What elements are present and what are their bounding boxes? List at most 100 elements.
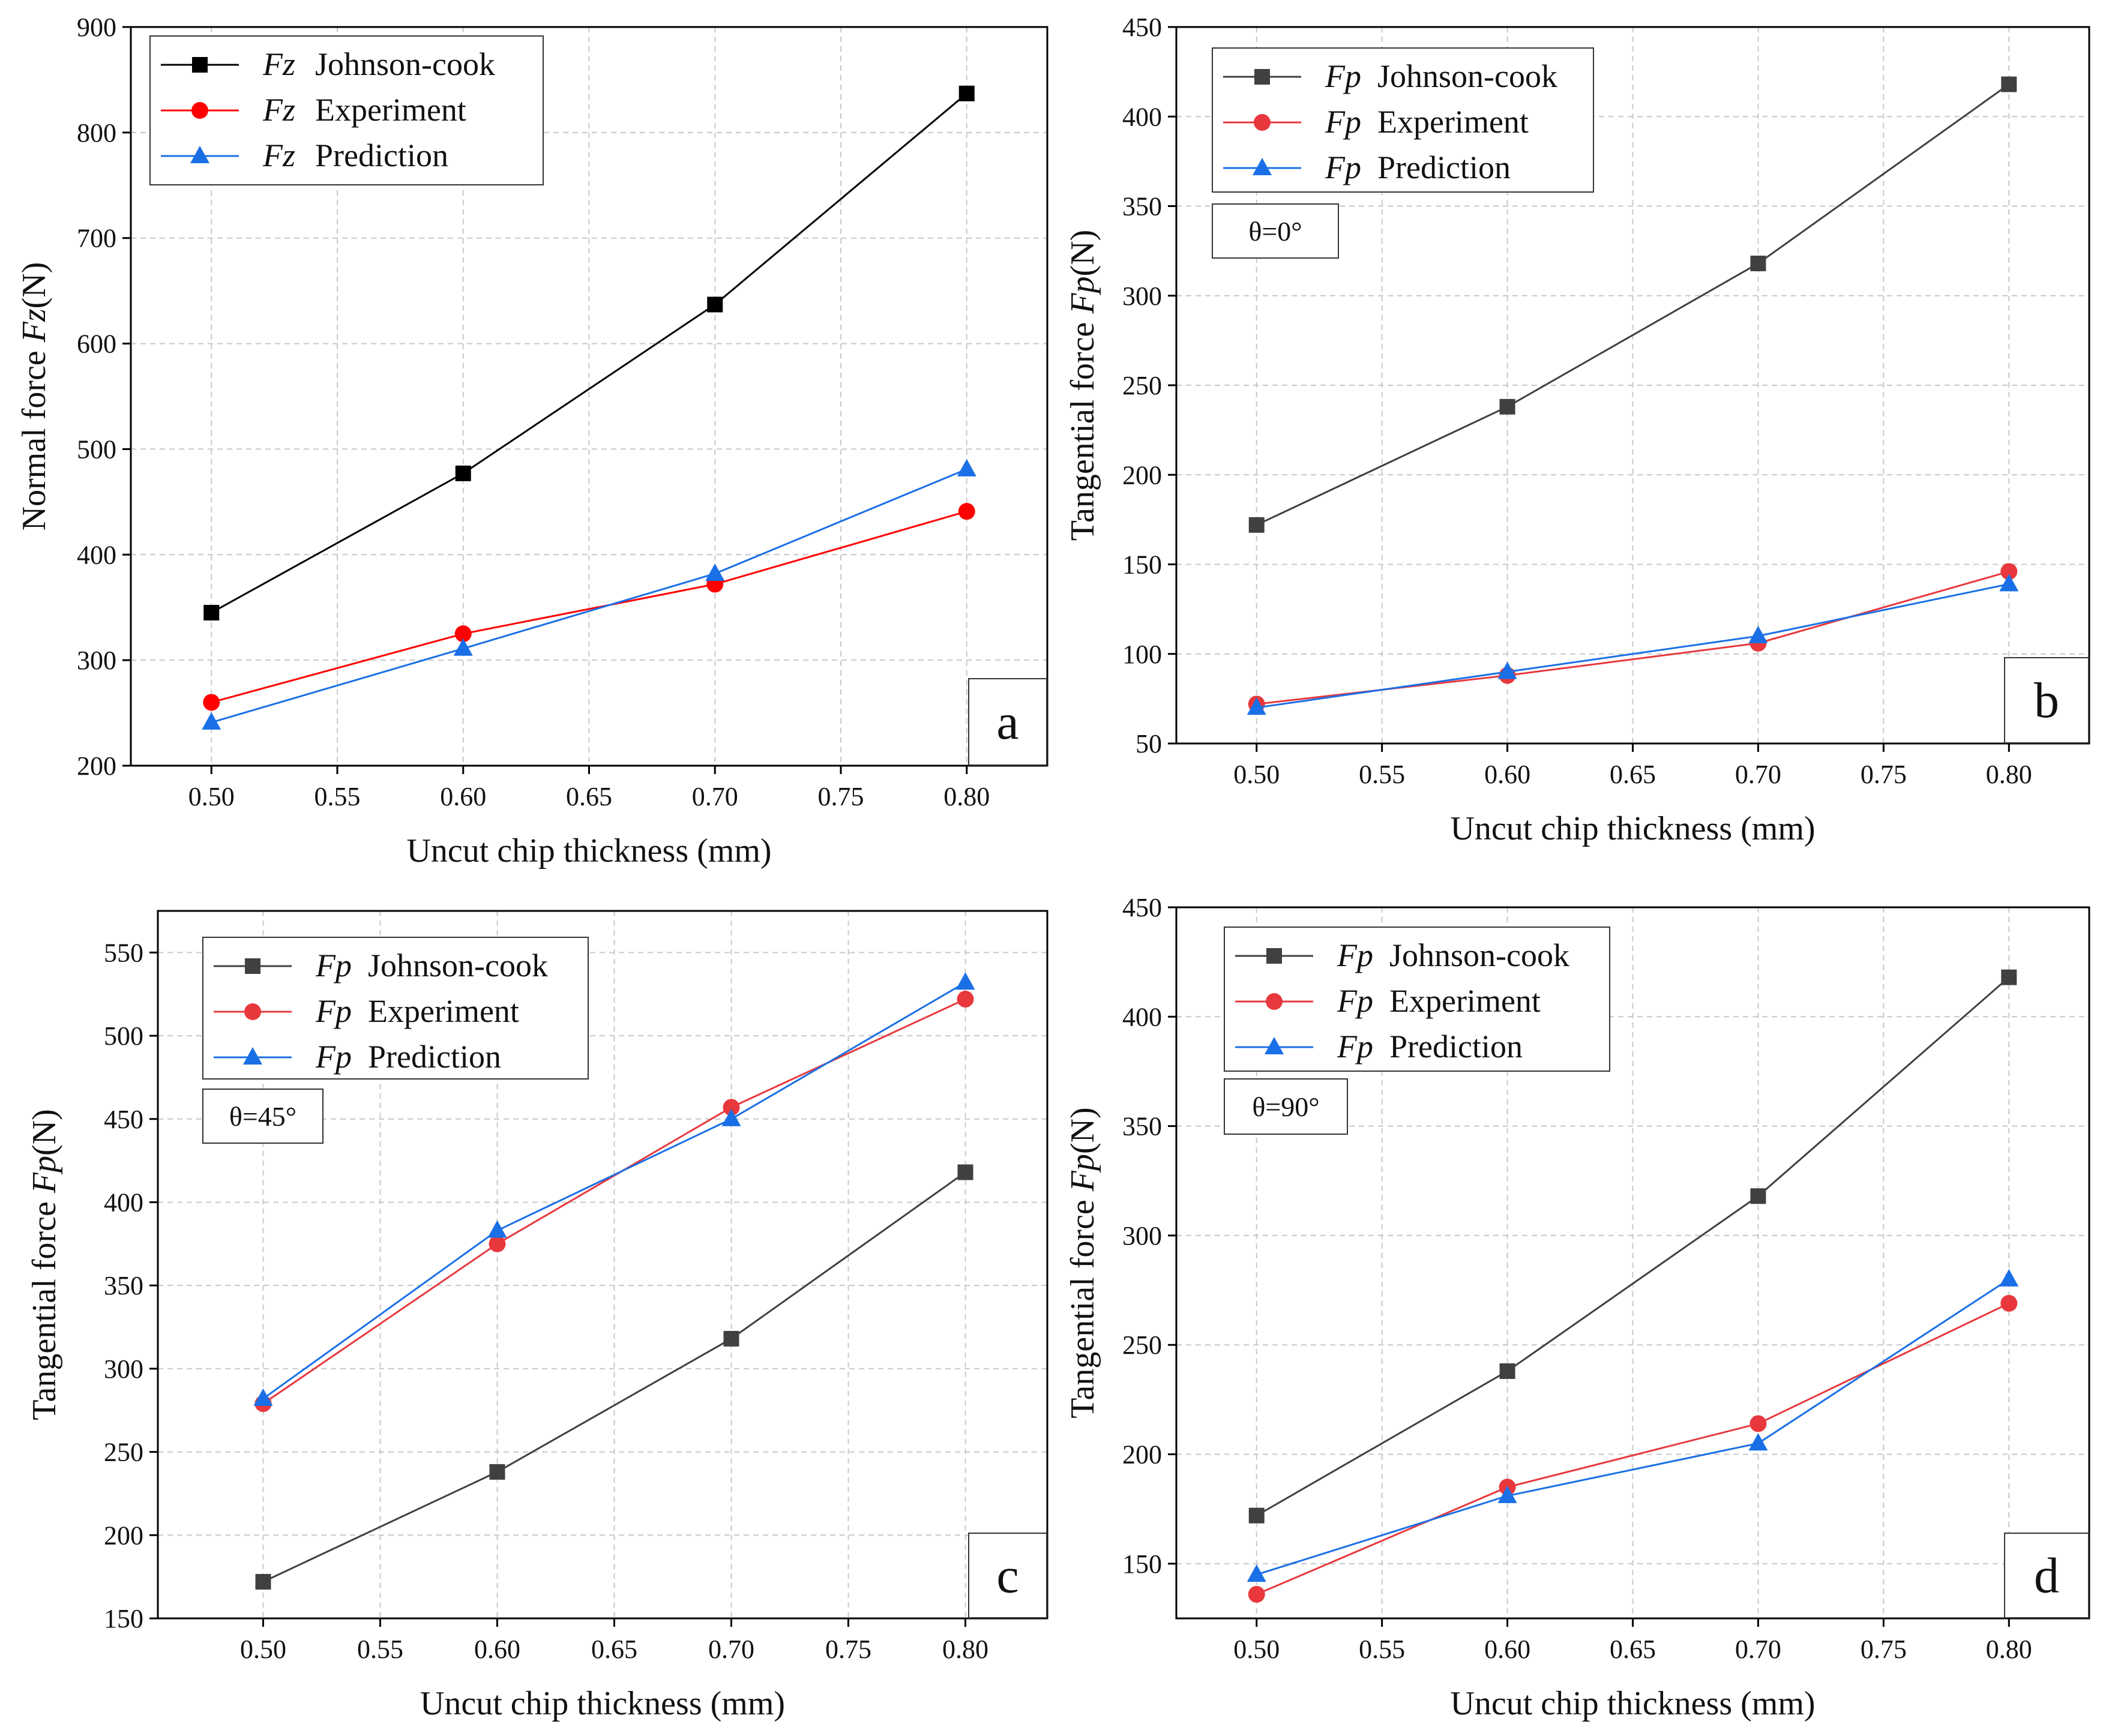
data-point-prediction — [955, 972, 975, 990]
data-point-prediction — [1497, 661, 1517, 679]
legend-marker — [1254, 114, 1271, 131]
legend-label: Johnson-cook — [368, 948, 548, 984]
y-tick-label: 450 — [1122, 13, 1162, 42]
series-line-experiment — [211, 510, 967, 703]
angle-annotation-box — [1224, 1078, 1348, 1135]
legend-marker — [1253, 158, 1272, 175]
data-point-johnson-cook — [203, 605, 220, 621]
legend-label: Experiment — [1389, 983, 1541, 1019]
legend-symbol: Fp — [1325, 58, 1361, 94]
angle-annotation-box — [202, 1089, 323, 1144]
legend-symbol: Fz — [262, 46, 295, 82]
legend-symbol: Fp — [1337, 937, 1373, 973]
data-point-johnson-cook — [1248, 517, 1265, 533]
data-point-johnson-cook — [707, 296, 723, 313]
x-axis-label: Uncut chip thickness (mm) — [420, 1685, 785, 1722]
y-tick-label: 450 — [104, 1105, 143, 1134]
x-axis-label-text: Uncut chip thickness (mm) — [406, 832, 771, 870]
y-axis-label: Tangential force Fp(N) — [1064, 230, 1101, 541]
y-tick-label: 200 — [1122, 1440, 1162, 1470]
data-point-prediction — [721, 1108, 741, 1126]
panel-label: d — [2034, 1548, 2059, 1604]
chart-panel-b: 0.50 0.55 0.60 0.65 0.70 0.75 0.80 50 100 150 200 2… — [1064, 13, 2090, 847]
y-tick-label: 350 — [104, 1271, 143, 1300]
y-tick-label: 400 — [1122, 1002, 1162, 1032]
x-tick-label: 0.55 — [1359, 1635, 1405, 1664]
legend-symbol: Fp — [1337, 1029, 1373, 1065]
y-axis-label: Normal force Fz(N) — [16, 262, 53, 531]
data-point-johnson-cook — [1248, 1507, 1265, 1524]
x-tick-label: 0.70 — [708, 1635, 754, 1664]
legend-label: Johnson-cook — [1377, 58, 1557, 94]
x-tick-label: 0.55 — [357, 1635, 403, 1664]
x-axis-label-text: Uncut chip thickness (mm) — [1450, 1685, 1815, 1722]
data-point-johnson-cook — [489, 1464, 505, 1480]
panel-label-box — [2004, 657, 2089, 743]
y-axis-label-symbol: Fp — [1064, 276, 1101, 314]
legend-symbol: Fz — [262, 92, 295, 128]
legend-symbol: Fp — [1325, 104, 1361, 140]
data-point-prediction — [1999, 1269, 2019, 1287]
y-axis-label: Tangential force Fp(N) — [1064, 1107, 1101, 1419]
data-point-prediction — [1748, 1433, 1768, 1451]
y-tick-label: 200 — [104, 1521, 143, 1550]
data-point-experiment — [723, 1099, 740, 1116]
legend-label: Experiment — [315, 92, 466, 128]
y-tick-label: 300 — [77, 646, 116, 675]
legend-marker — [191, 102, 208, 119]
legend-label: Prediction — [368, 1039, 501, 1075]
series-line-prediction — [262, 981, 966, 1400]
chart-panel-d: 0.50 0.55 0.60 0.65 0.70 0.75 0.80 150 200 250 300… — [1064, 893, 2090, 1722]
x-tick-label: 0.80 — [943, 782, 990, 811]
y-axis-label-prefix: Tangential force — [1064, 322, 1101, 541]
legend-marker — [1266, 993, 1283, 1010]
x-tick-label: 0.65 — [566, 782, 612, 811]
legend-symbol: Fp — [1337, 983, 1373, 1019]
legend-symbol: Fp — [315, 993, 352, 1029]
x-tick-label: 0.50 — [188, 782, 235, 811]
series-line-johnson-cook — [1256, 976, 2010, 1516]
legend-marker — [244, 1003, 261, 1020]
data-point-johnson-cook — [2001, 76, 2017, 92]
legend-marker — [245, 958, 260, 974]
data-point-experiment — [1248, 1585, 1265, 1603]
angle-annotation-box — [1212, 203, 1339, 259]
y-tick-label: 150 — [1122, 550, 1162, 580]
chart-panel-c: 0.50 0.55 0.60 0.65 0.70 0.75 0.80 150 200 250 300… — [26, 910, 1048, 1722]
x-tick-label: 0.80 — [942, 1635, 988, 1664]
legend: Fz Johnson-cook Fz Experiment Fz Prediction — [149, 35, 544, 185]
chart-panel-a: 0.50 0.55 0.60 0.65 0.70 0.75 0.80 200 300 400 500… — [16, 13, 1048, 870]
legend-label: Johnson-cook — [315, 46, 495, 82]
legend-label: Prediction — [1377, 149, 1511, 185]
angle-annotation: θ=0° — [1248, 216, 1302, 247]
x-tick-label: 0.60 — [1484, 760, 1530, 789]
y-tick-label: 500 — [77, 434, 116, 464]
data-point-johnson-cook — [723, 1330, 739, 1347]
y-axis-label-suffix: (N) — [1064, 230, 1101, 277]
legend-marker — [190, 146, 209, 163]
x-tick-label: 0.50 — [1233, 1635, 1280, 1664]
x-tick-label: 0.60 — [440, 782, 486, 811]
panel-label-box — [2004, 1533, 2089, 1618]
data-point-experiment — [454, 625, 472, 643]
legend-box — [202, 937, 589, 1080]
axes-frame — [157, 910, 1048, 1620]
x-axis-label-text: Uncut chip thickness (mm) — [420, 1685, 785, 1722]
panel-label-box — [968, 1533, 1047, 1618]
legend: Fp Johnson-cook Fp Experiment Fp Prediction — [1224, 927, 1610, 1072]
series-line-johnson-cook — [262, 1171, 966, 1583]
y-tick-label: 250 — [104, 1438, 143, 1467]
data-point-johnson-cook — [1750, 256, 1766, 272]
y-tick-label: 250 — [1122, 1330, 1162, 1360]
y-tick-label: 250 — [1122, 371, 1162, 400]
x-tick-label: 0.65 — [1610, 760, 1656, 789]
data-point-prediction — [957, 458, 976, 476]
x-tick-label: 0.70 — [1735, 1635, 1781, 1664]
y-tick-label: 300 — [1122, 1221, 1162, 1251]
y-tick-label: 600 — [77, 329, 116, 359]
legend-symbol: Fp — [315, 1039, 352, 1075]
x-tick-label: 0.60 — [1484, 1635, 1530, 1664]
x-tick-label: 0.55 — [1359, 760, 1405, 789]
y-tick-label: 450 — [1122, 893, 1162, 922]
